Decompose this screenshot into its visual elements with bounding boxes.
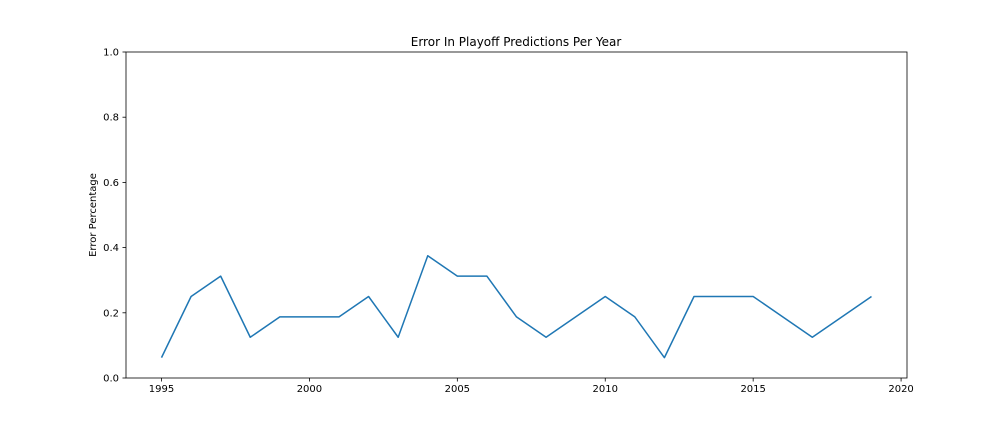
chart-title: Error In Playoff Predictions Per Year xyxy=(411,35,622,49)
series-layer xyxy=(160,255,872,359)
y-tick-label: 1.0 xyxy=(103,48,119,59)
y-tick-label: 0.8 xyxy=(103,113,119,124)
x-tick-label: 1995 xyxy=(149,384,174,395)
plot-frame xyxy=(125,51,908,379)
y-tick-label: 0.2 xyxy=(103,308,119,319)
x-tick-label: 2015 xyxy=(740,384,765,395)
y-axis-label: Error Percentage xyxy=(88,173,99,257)
x-tick-label: 2005 xyxy=(445,384,470,395)
y-tick-label: 0.0 xyxy=(103,374,119,385)
x-tick-label: 2010 xyxy=(593,384,618,395)
series-line xyxy=(160,255,872,359)
x-tick-label: 2000 xyxy=(297,384,322,395)
axis-ticks: 1995 2000 2005 2010 2015 2020 0.0 0.2 0.4 0.6 0.8 1… xyxy=(103,48,914,396)
x-tick-label: 2020 xyxy=(888,384,913,395)
y-tick-label: 0.6 xyxy=(103,178,119,189)
y-tick-label: 0.4 xyxy=(103,243,119,254)
